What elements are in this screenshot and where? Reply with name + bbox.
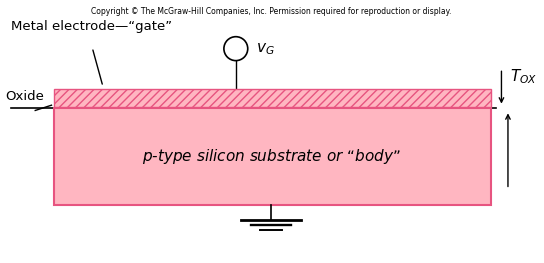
Text: $T_{OX}$: $T_{OX}$ bbox=[510, 67, 537, 86]
Text: Metal electrode—“gate”: Metal electrode—“gate” bbox=[11, 20, 172, 33]
Bar bbox=[54, 108, 491, 205]
Bar bbox=[54, 89, 491, 107]
Text: $p$-type silicon substrate or “body”: $p$-type silicon substrate or “body” bbox=[142, 147, 400, 166]
Text: Copyright © The McGraw-Hill Companies, Inc. Permission required for reproduction: Copyright © The McGraw-Hill Companies, I… bbox=[91, 7, 451, 16]
Text: Oxide: Oxide bbox=[5, 90, 44, 103]
Text: $v_G$: $v_G$ bbox=[256, 41, 275, 57]
